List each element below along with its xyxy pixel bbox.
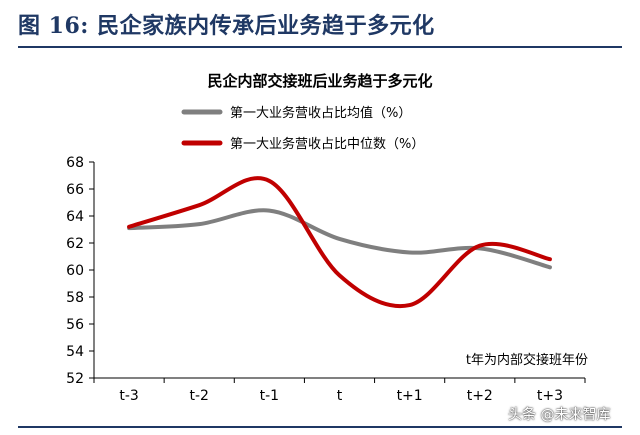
chart-annotation: t年为内部交接班年份 (466, 352, 588, 368)
chart-title: 民企内部交接班后业务趋于多元化 (207, 72, 432, 90)
figure-label: 图 16: (18, 13, 89, 39)
bottom-rule (18, 426, 622, 428)
series-line-1 (127, 176, 552, 309)
x-tick-label: t-1 (260, 388, 279, 404)
chart-axes: 52 54 56 58 60 62 64 66 68 t-3 t-2 t-1 t t+1 t+2 t+3 (66, 155, 586, 404)
watermark: 头条 @未来智库 (508, 407, 611, 423)
y-tick-label: 52 (66, 371, 84, 387)
series-line-0 (127, 208, 552, 270)
y-tick-label: 62 (66, 236, 84, 252)
figure-title: 图 16: 民企家族内传承后业务趋于多元化 (18, 8, 435, 40)
y-tick-label: 60 (66, 263, 84, 279)
chart-series (127, 176, 552, 309)
y-tick-label: 56 (66, 317, 84, 333)
x-tick-label: t+2 (467, 388, 493, 404)
legend-label: 第一大业务营收占比中位数（%） (230, 136, 424, 152)
legend-label: 第一大业务营收占比均值（%） (230, 105, 411, 121)
title-rule (18, 46, 622, 48)
figure-title-text: 民企家族内传承后业务趋于多元化 (97, 13, 435, 39)
y-tick-label: 64 (66, 209, 84, 225)
x-tick-label: t+1 (397, 388, 423, 404)
chart-legend: 第一大业务营收占比均值（%） 第一大业务营收占比中位数（%） (181, 105, 424, 152)
x-tick-label: t (337, 388, 343, 404)
y-tick-label: 68 (66, 155, 84, 171)
x-tick-label: t+3 (537, 388, 563, 404)
x-tick-label: t-2 (189, 388, 208, 404)
x-tick-label: t-3 (119, 388, 138, 404)
y-tick-label: 54 (66, 344, 84, 360)
y-tick-label: 66 (66, 182, 84, 198)
y-tick-label: 58 (66, 290, 84, 306)
